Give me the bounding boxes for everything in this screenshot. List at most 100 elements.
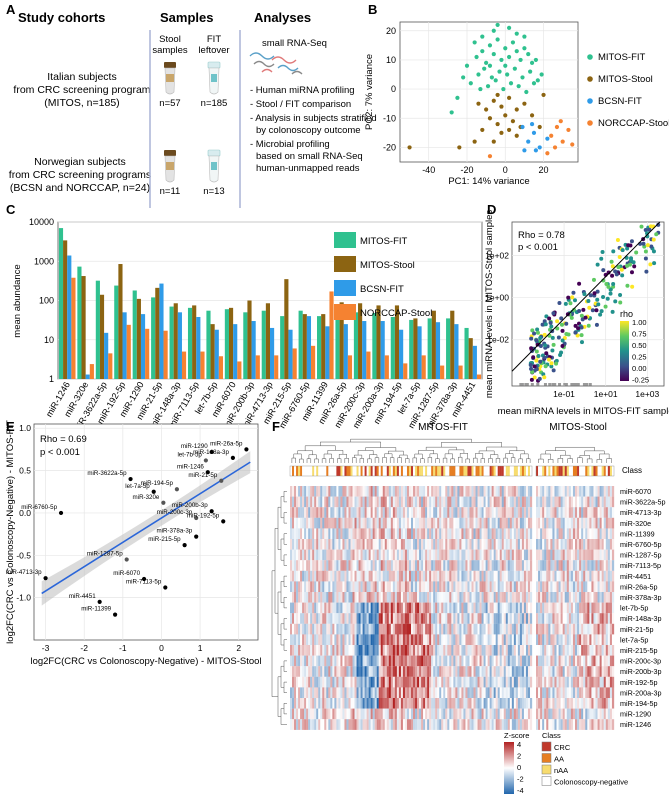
bar (311, 345, 316, 379)
heatmap-cell (493, 496, 496, 508)
heatmap-cell (437, 592, 440, 603)
heatmap-cell (382, 676, 385, 688)
heatmap-cell (473, 570, 476, 582)
legend-label: NORCCAP-Stool (598, 118, 669, 129)
heatmap-cell (558, 592, 561, 603)
cohort2-line3: (BCSN and NORCCAP, n=24) (10, 182, 150, 194)
heatmap-cell (605, 613, 608, 624)
heatmap-cell (587, 719, 590, 730)
heatmap-cell (441, 719, 444, 730)
corr-point (551, 311, 556, 316)
heatmap-cell (404, 666, 408, 677)
heatmap-cell (324, 528, 327, 540)
heatmap-cell (408, 645, 412, 656)
heatmap-cell (439, 602, 442, 614)
heatmap-cell (356, 719, 359, 730)
heatmap-cell (320, 645, 323, 656)
heatmap-cell (485, 666, 488, 677)
heatmap-cell (372, 539, 375, 550)
class-cell (505, 466, 508, 476)
heatmap-cell (386, 645, 389, 656)
heatmap-cell (575, 719, 578, 730)
heatmap-cell (338, 666, 341, 677)
bar (476, 374, 482, 379)
fc-point-label: let-7b-5p (177, 451, 202, 458)
heatmap-cell (324, 549, 327, 561)
heatmap-cell (350, 623, 353, 635)
pca-point (464, 63, 470, 68)
corr-point (535, 330, 540, 335)
heatmap-cell (296, 507, 299, 518)
pca-point (487, 63, 493, 68)
heatmap-cell (332, 645, 335, 656)
heatmap-cell (328, 719, 331, 730)
heatmap-cell (376, 676, 379, 688)
heatmap-cell (304, 486, 307, 497)
heatmap-cell (306, 645, 309, 656)
identity-line (511, 221, 661, 372)
heatmap-cell (433, 602, 436, 614)
heatmap-cell (465, 581, 468, 593)
heatmap-cell (314, 560, 317, 571)
heatmap-cell (300, 613, 303, 624)
heatmap-cell (493, 655, 496, 667)
class-cell (334, 466, 337, 476)
pca-point (457, 145, 462, 150)
bar (274, 355, 279, 379)
heatmap-cell (354, 698, 357, 709)
heatmap-cell (457, 687, 460, 699)
heatmap-cell (404, 634, 408, 646)
heatmap-cell (597, 602, 600, 614)
heatmap-cell (599, 507, 602, 518)
heatmap-cell (558, 698, 561, 709)
class-cell (332, 466, 335, 476)
heatmap-cell (433, 698, 436, 709)
heatmap-cell (493, 517, 496, 529)
heatmap-cell (597, 517, 600, 529)
heatmap-cell (322, 623, 325, 635)
pca-point (539, 72, 544, 77)
heatmap-cell (354, 570, 357, 582)
heatmap-cell (358, 560, 361, 571)
heatmap-cell (334, 719, 337, 730)
heatmap-cell (354, 708, 357, 720)
legend-marker (587, 54, 593, 60)
heatmap-cell (550, 634, 553, 646)
heatmap-cell (459, 592, 462, 603)
heatmap-cell (330, 666, 333, 677)
heatmap-cell (550, 486, 553, 497)
heatmap-cell (469, 623, 472, 635)
heatmap-cell (475, 560, 478, 571)
heatmap-cell (601, 623, 604, 635)
heatmap-cell (607, 517, 611, 529)
heatmap-cell (467, 517, 470, 529)
pca-point (512, 66, 517, 71)
heatmap-cell (457, 708, 460, 720)
heatmap-cell (372, 517, 375, 529)
heatmap-cell (408, 507, 412, 518)
heatmap-cell (372, 486, 375, 497)
heatmap-cell (348, 698, 351, 709)
heatmap-cell (386, 539, 389, 550)
heatmap-cell (352, 687, 355, 699)
heatmap-cell (429, 666, 432, 677)
bar (417, 326, 422, 379)
x-tick-label: 2 (236, 643, 241, 653)
heatmap-cell (449, 507, 452, 518)
heatmap-cell (378, 507, 381, 518)
cohort1-line3: (MITOS, n=185) (44, 97, 119, 109)
heatmap-cell (459, 496, 462, 508)
heatmap-cell (370, 602, 373, 614)
heatmap-cell (435, 507, 438, 518)
heatmap-cell (511, 549, 514, 561)
heatmap-cell (485, 719, 488, 730)
heatmap-cell (378, 496, 381, 508)
heatmap-cell (427, 528, 430, 540)
heatmap-cell (400, 592, 404, 603)
heatmap-cell (536, 581, 539, 593)
heatmap-cell (376, 486, 379, 497)
heatmap-cell (587, 528, 590, 540)
fc-point-label: miR-1246 (177, 463, 204, 470)
heatmap-cell (566, 517, 569, 529)
heatmap-cell (461, 676, 464, 688)
